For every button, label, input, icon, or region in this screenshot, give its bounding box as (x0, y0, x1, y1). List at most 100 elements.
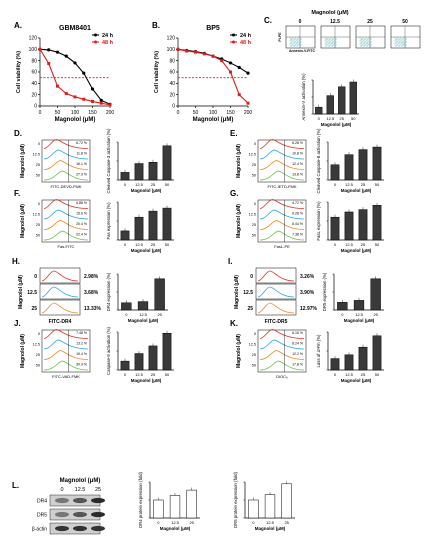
bar-x-label: Magnolol (μM) (341, 188, 372, 193)
panel-letter: E. (230, 129, 238, 138)
dot (394, 43, 396, 45)
blot-band (73, 497, 87, 504)
stack-y-label: Magnolol (μM) (20, 144, 26, 178)
category-label: 50 (165, 372, 170, 377)
bar-0 (120, 230, 130, 241)
legend-marker (232, 40, 235, 44)
histogram-curve-2 (259, 160, 305, 170)
dose-label: 25 (36, 163, 40, 167)
stack-y-label: Magnolol (μM) (236, 204, 242, 238)
bar-2 (154, 278, 165, 311)
dose-label: 50 (36, 233, 40, 237)
series-line-0 (177, 48, 249, 74)
data-point-1-4 (73, 95, 77, 99)
histogram-frame (257, 329, 307, 373)
dot (405, 41, 407, 43)
dose-label: 0 (254, 142, 256, 146)
dose-label: 12.5 (33, 152, 40, 156)
gate-percent: 7.38 % (292, 232, 303, 236)
data-point-1-6 (229, 70, 232, 74)
dot (291, 41, 293, 43)
dot (295, 40, 297, 42)
dot (366, 45, 368, 47)
bar-0 (330, 358, 340, 371)
gate-percent: 17.8 % (292, 362, 303, 366)
category-label: 12.5 (139, 312, 148, 317)
bar-x-label: Magnolol (μM) (160, 526, 191, 531)
stack-x-label: FasL-PE (274, 244, 290, 249)
dot (399, 38, 401, 40)
dose-label: 50 (402, 19, 408, 25)
dot (363, 45, 365, 47)
bar-2 (148, 345, 158, 371)
dot (403, 40, 405, 42)
gate-percent: 13.33% (84, 306, 102, 312)
bar-1 (134, 216, 144, 241)
dot (402, 38, 404, 40)
dot (361, 44, 363, 46)
bar-1 (344, 211, 354, 241)
category-label: 0 (157, 520, 160, 525)
data-point-1-5 (220, 59, 224, 63)
bar-y-label: FasL expression (%) (316, 201, 321, 241)
dot (331, 45, 333, 47)
y-tick-label: 120 (167, 36, 176, 42)
category-label: 25 (151, 372, 156, 377)
dot (289, 37, 291, 39)
dose-label: 12.5 (249, 212, 256, 216)
bar-2 (370, 278, 381, 311)
y-tick-label: 20 (169, 92, 175, 98)
gate-percent: 3.68% (84, 290, 99, 296)
dot (329, 44, 331, 46)
dot (334, 39, 336, 41)
bar-3 (162, 333, 172, 371)
dot (365, 37, 367, 39)
dot (331, 39, 333, 41)
x-tick-label: 150 (88, 110, 97, 116)
panel-letter: F. (14, 189, 20, 198)
dot (361, 41, 363, 43)
y-tick-label: 60 (31, 70, 37, 76)
dot (360, 45, 362, 47)
bar-0 (120, 172, 130, 181)
panel-letter: A. (14, 21, 22, 30)
dot (296, 42, 298, 44)
dot (363, 42, 365, 44)
dot (289, 40, 291, 42)
dot (335, 44, 337, 46)
data-point-1-5 (82, 97, 86, 101)
bar-1 (134, 353, 144, 371)
bar-3 (349, 81, 357, 115)
legend-entry: 48 h (102, 40, 114, 46)
stack-y-label: Magnolol (μM) (20, 334, 26, 368)
x-tick-label: 100 (71, 110, 80, 116)
bar-0 (330, 216, 340, 241)
panel-letter: D. (14, 129, 22, 138)
category-label: 25 (284, 520, 289, 525)
data-point-1-3 (202, 52, 206, 56)
category-label: 0 (124, 182, 127, 187)
dot (329, 41, 331, 43)
stack-x-label: FITC-VAD-FMK (52, 374, 80, 379)
category-label: 0 (334, 372, 337, 377)
gate-percent: 8.24 % (292, 341, 303, 345)
band-label: DR4 (37, 499, 47, 505)
data-point-0-5 (82, 71, 86, 75)
category-label: 50 (165, 182, 170, 187)
dose-label: 0 (38, 202, 40, 206)
x-axis-label: Magnolol (μM) (193, 117, 234, 123)
bar-1 (169, 495, 181, 519)
dot (335, 38, 337, 40)
dot (367, 38, 369, 40)
dot (299, 39, 301, 41)
bar-3 (372, 335, 382, 371)
dot (399, 44, 401, 46)
bar-y-label: Fas expression (%) (106, 202, 111, 240)
dot (396, 38, 398, 40)
dot (367, 41, 369, 43)
stack-y-label: Magnolol (μM) (234, 275, 240, 309)
legend-entry: 24 h (102, 33, 114, 39)
bar-x-label: Magnolol (μM) (128, 318, 159, 323)
dot (368, 37, 370, 39)
x-tick-label: 100 (209, 110, 218, 116)
